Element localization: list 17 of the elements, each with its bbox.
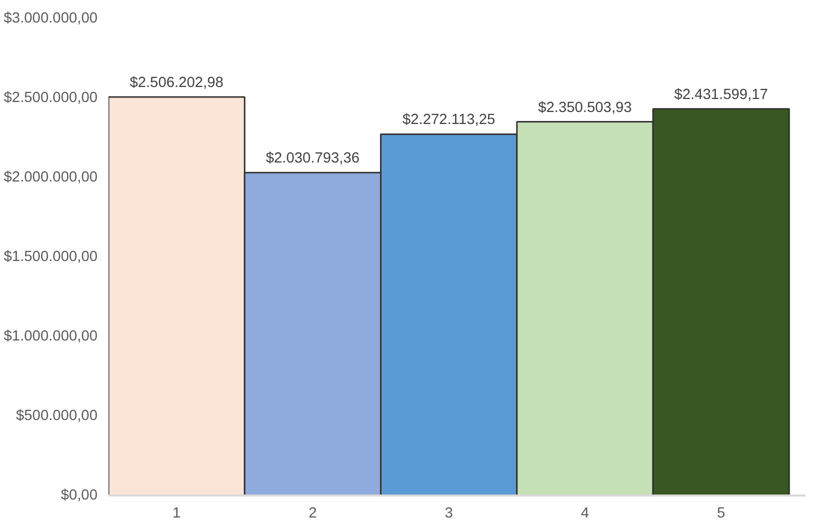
data-label: $2.431.599,17 bbox=[674, 86, 768, 103]
data-label: $2.350.503,93 bbox=[538, 100, 632, 116]
y-tick-label: $1.000.000,00 bbox=[4, 328, 98, 344]
x-tick-label: 4 bbox=[580, 506, 590, 522]
y-tick-label: $2.500.000,00 bbox=[4, 90, 98, 106]
data-label: $2.272.113,25 bbox=[402, 112, 496, 128]
data-label: $2.506.202,98 bbox=[130, 75, 224, 92]
y-tick-label: $2.000.000,00 bbox=[4, 170, 98, 186]
y-tick-label: $500.000,00 bbox=[16, 408, 98, 424]
y-tick-label: $3.000.000,00 bbox=[4, 10, 98, 26]
x-tick-label: 5 bbox=[717, 506, 726, 522]
data-label: $2.030.793,36 bbox=[266, 150, 360, 167]
y-tick-label: $1.500.000,00 bbox=[4, 249, 98, 265]
x-tick-label: 3 bbox=[444, 506, 453, 522]
y-tick-label: $0,00 bbox=[60, 488, 98, 504]
x-tick-label: 1 bbox=[172, 506, 181, 522]
x-tick-label: 2 bbox=[308, 506, 317, 522]
